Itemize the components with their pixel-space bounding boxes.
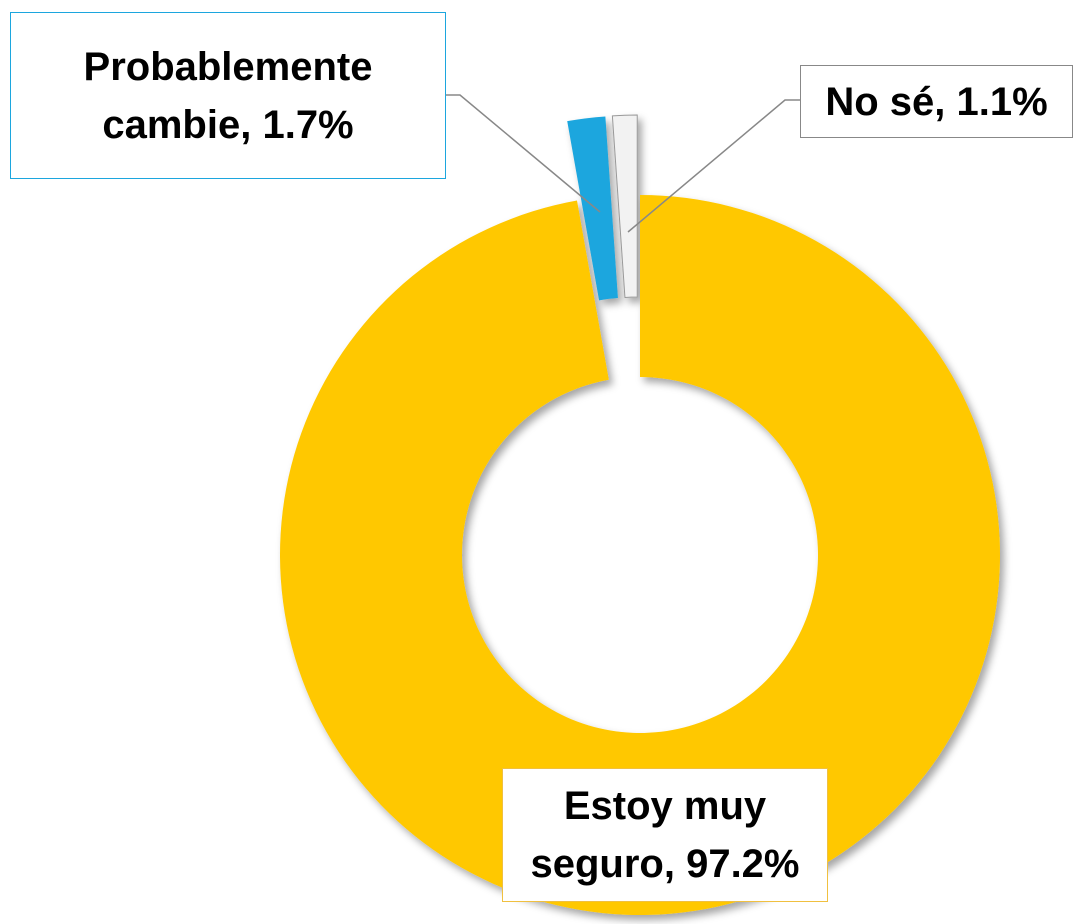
category-text: Estoy muy seguro	[530, 784, 767, 886]
leader-line	[627, 99, 800, 233]
donut-slice	[611, 114, 638, 299]
category-text: Probablemente cambie	[83, 44, 373, 147]
value-text: 1.1%	[956, 79, 1048, 124]
donut-slice	[279, 195, 1001, 915]
value-text: 1.7%	[262, 102, 354, 147]
data-label: No sé, 1.1%	[800, 65, 1073, 138]
category-text: No sé	[825, 79, 935, 124]
data-label: Probablemente cambie, 1.7%	[10, 12, 446, 179]
slices	[279, 114, 1001, 915]
data-label: Estoy muy seguro, 97.2%	[502, 768, 828, 902]
donut-slice	[567, 116, 618, 301]
leader-line	[446, 94, 601, 213]
value-text: 97.2%	[686, 842, 800, 886]
